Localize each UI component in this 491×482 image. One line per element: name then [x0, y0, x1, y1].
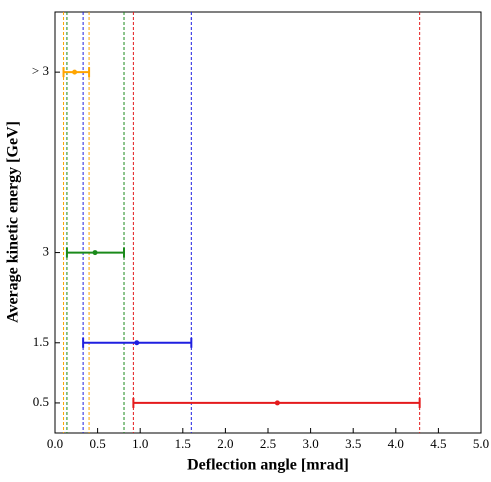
plot-frame [54, 11, 482, 434]
y-tick-label: 1.5 [33, 334, 49, 349]
x-tick-label: 0.0 [47, 436, 63, 451]
data-point [274, 400, 280, 406]
x-tick-label: 3.5 [345, 436, 361, 451]
y-tick-label: 0.5 [33, 394, 49, 409]
x-tick-label: 1.0 [132, 436, 148, 451]
x-tick-label: 3.0 [302, 436, 318, 451]
y-axis-label: Average kinetic energy [GeV] [5, 121, 22, 323]
y-tick-label: > 3 [32, 63, 49, 78]
data-point [72, 69, 78, 75]
data-point [92, 250, 98, 256]
y-tick-label: 3 [43, 244, 50, 259]
x-tick-label: 1.5 [175, 436, 191, 451]
x-tick-label: 0.5 [89, 436, 105, 451]
x-axis-label: Deflection angle [mrad] [187, 457, 349, 474]
x-tick-label: 2.5 [260, 436, 276, 451]
x-tick-label: 2.0 [217, 436, 233, 451]
x-tick-label: 5.0 [473, 436, 489, 451]
data-point [134, 340, 140, 346]
x-tick-label: 4.0 [388, 436, 404, 451]
x-tick-label: 4.5 [430, 436, 446, 451]
